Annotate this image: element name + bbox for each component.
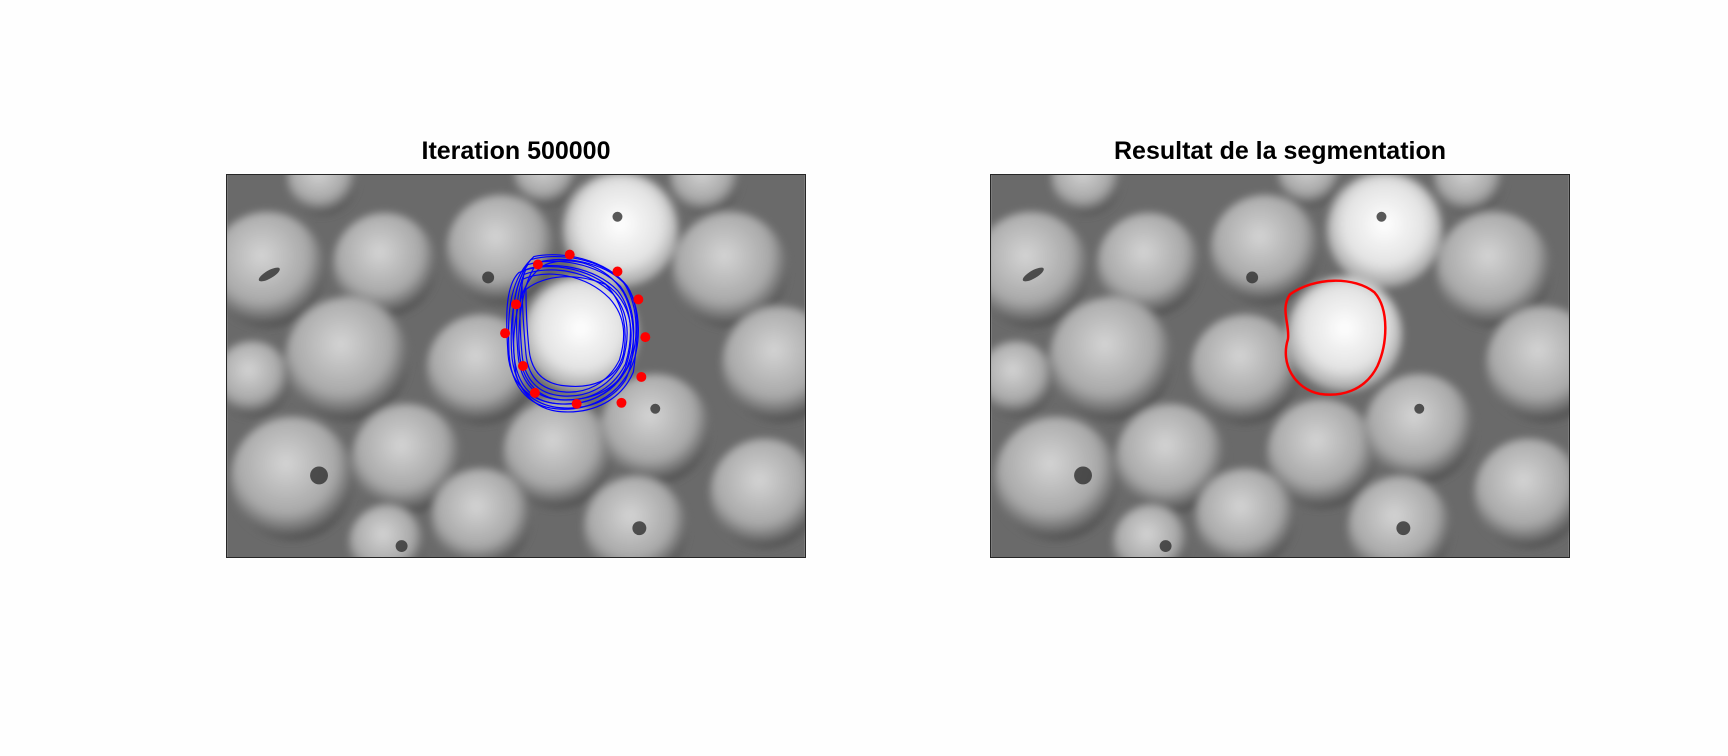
snake-contours xyxy=(506,254,639,413)
right-axes-title: Resultat de la segmentation xyxy=(1113,137,1447,165)
left-axes-title: Iteration 500000 xyxy=(421,137,611,165)
apples-photo xyxy=(991,175,1569,557)
right-image-plot xyxy=(991,175,1569,557)
right-axes[interactable] xyxy=(990,174,1570,558)
segmentation-contour xyxy=(1284,279,1387,396)
left-axes[interactable] xyxy=(226,174,806,558)
left-image-plot xyxy=(227,175,805,557)
control-points xyxy=(500,249,651,409)
